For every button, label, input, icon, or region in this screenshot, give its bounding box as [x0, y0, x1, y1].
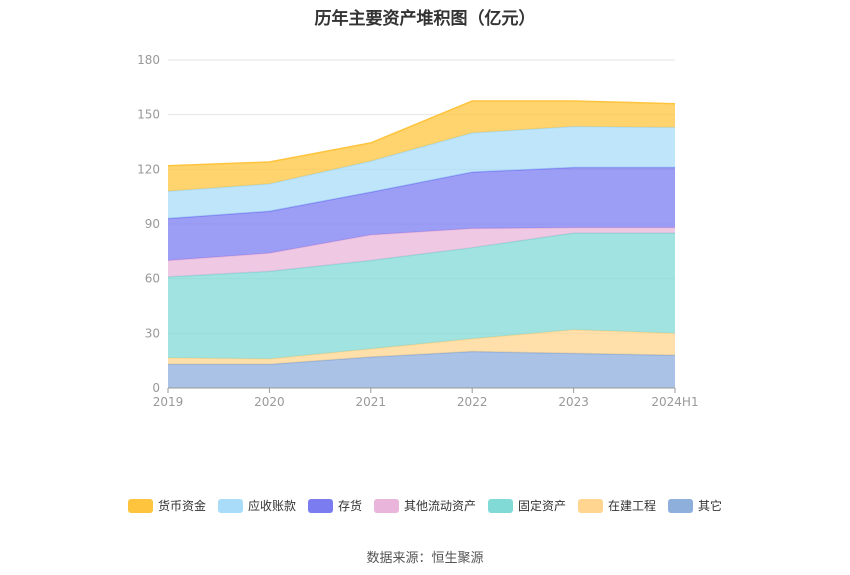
x-tick-label: 2023: [558, 395, 589, 409]
legend-label: 货币资金: [157, 499, 206, 513]
legend-item[interactable]: 应收账款: [217, 497, 296, 514]
y-tick-label: 90: [145, 217, 160, 231]
legend-swatch: [307, 498, 333, 513]
area-series-2[interactable]: [168, 233, 675, 359]
area-series-6[interactable]: [168, 101, 675, 192]
y-tick-label: 30: [145, 326, 160, 340]
x-tick-label: 2021: [356, 395, 387, 409]
y-tick-label: 0: [152, 381, 160, 395]
legend-item[interactable]: 固定资产: [488, 497, 566, 514]
area-series-3[interactable]: [168, 227, 675, 277]
area-series-4[interactable]: [168, 167, 675, 261]
y-tick-label: 150: [137, 108, 160, 122]
legend-label: 固定资产: [518, 499, 567, 513]
legend-item[interactable]: 存货: [307, 497, 362, 514]
x-tick-label: 2019: [153, 395, 184, 409]
legend-swatch: [488, 498, 513, 513]
legend: 货币资金 应收账款 存货 其他流动资产 固定资产 在建工程 其它: [0, 497, 850, 514]
legend-label: 在建工程: [608, 499, 657, 513]
data-source: 数据来源：恒生聚源: [366, 551, 484, 566]
area-series-edge-6: [167, 100, 676, 167]
x-tick-label: 2024H1: [651, 395, 698, 409]
legend-item[interactable]: 其他流动资产: [373, 497, 476, 514]
legend-swatch: [668, 498, 694, 513]
area-series-1[interactable]: [168, 329, 675, 365]
area-series-5[interactable]: [168, 126, 675, 219]
x-tick-label: 2022: [457, 395, 488, 409]
legend-label: 存货: [337, 499, 362, 513]
chart-title: 历年主要资产堆积图（亿元）: [314, 9, 536, 29]
y-tick-label: 60: [145, 272, 160, 286]
area-series-0[interactable]: [168, 351, 675, 388]
y-tick-label: 120: [137, 162, 160, 176]
legend-swatch: [578, 498, 604, 513]
y-tick-label: 180: [137, 53, 160, 67]
legend-swatch: [217, 498, 243, 513]
legend-swatch: [127, 498, 153, 513]
legend-swatch: [373, 498, 399, 513]
legend-label: 应收账款: [247, 499, 296, 513]
x-tick-label: 2020: [254, 395, 285, 409]
legend-item[interactable]: 货币资金: [127, 497, 206, 514]
legend-label: 其他流动资产: [403, 499, 476, 513]
legend-item[interactable]: 在建工程: [578, 497, 656, 514]
legend-item[interactable]: 其它: [668, 497, 722, 514]
legend-label: 其它: [698, 499, 723, 513]
